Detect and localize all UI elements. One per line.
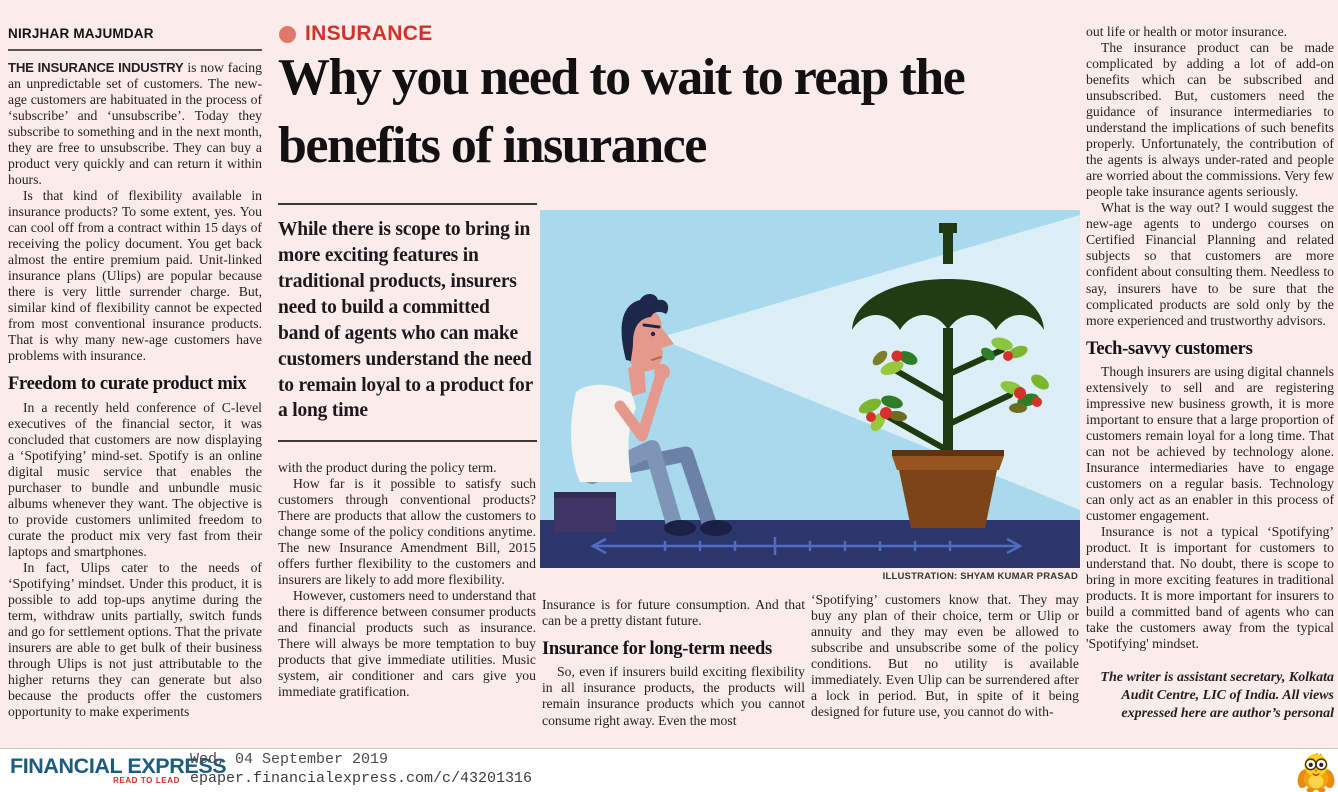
lead-in-text: THE INSURANCE INDUSTRY [8, 59, 184, 75]
paragraph: Though insurers are using digital channe… [1086, 363, 1334, 524]
paragraph: The insurance product can be made compli… [1086, 40, 1334, 200]
umbrella-canopy [852, 279, 1044, 330]
section-header: INSURANCE [279, 22, 433, 46]
paragraph: How far is it possible to satisfy such c… [278, 476, 536, 588]
column-1: NIRJHAR MAJUMDAR THE INSURANCE INDUSTRY … [8, 26, 262, 720]
paragraph: So, even if insurers build exciting flex… [542, 664, 805, 728]
subhead-freedom-to-curate: Freedom to curate product mix [8, 374, 247, 395]
column-4: ‘Spotifying’ customers know that. They m… [811, 592, 1079, 720]
epaper-footer: FINANCIAL EXPRESS READ TO LEAD Wed, 04 S… [0, 748, 1338, 792]
umbrella-plant-illustration [852, 223, 1049, 528]
paragraph: In a recently held conference of C-level… [8, 399, 262, 559]
standfirst: While there is scope to bring in more ex… [278, 203, 537, 443]
paragraph: with the product during the policy term. [278, 460, 497, 475]
paragraph: What is the way out? I would suggest the… [1086, 200, 1334, 328]
paragraph: ‘Spotifying’ customers know that. They m… [811, 592, 1079, 720]
column-2: with the product during the policy term.… [278, 460, 536, 700]
leaf-cluster [981, 337, 1028, 361]
paragraph: out life or health or motor insurance. [1086, 24, 1288, 39]
paragraph: Is that kind of flexibility available in… [8, 188, 262, 364]
timeline-arrow [590, 537, 1023, 555]
paragraph-text: is now facing an unpredictable set of cu… [8, 59, 262, 187]
column-3: Insurance is for future consumption. And… [542, 597, 805, 729]
footer-meta: Wed, 04 September 2019 epaper.financiale… [190, 751, 532, 789]
section-bullet-icon [279, 25, 296, 43]
paragraph: THE INSURANCE INDUSTRY is now facing an … [8, 60, 262, 188]
owl-mascot-icon[interactable] [1296, 752, 1336, 792]
column-5: out life or health or motor insurance. T… [1086, 24, 1334, 723]
subhead-long-term-needs: Insurance for long-term needs [542, 639, 772, 660]
financial-express-logo[interactable]: FINANCIAL EXPRESS READ TO LEAD [10, 754, 227, 785]
edition-date: Wed, 04 September 2019 [190, 751, 389, 768]
author-bio: The writer is assistant secretary, Kolka… [1100, 669, 1334, 721]
illustration-svg [540, 210, 1080, 568]
byline-rule [8, 48, 262, 51]
leaf-cluster [872, 350, 918, 375]
section-label: INSURANCE [305, 22, 433, 45]
pot-body [899, 470, 997, 528]
leaf-cluster [858, 395, 907, 432]
author-byline: NIRJHAR MAJUMDAR [8, 26, 154, 41]
logo-tagline: READ TO LEAD [112, 776, 180, 785]
paragraph: In fact, Ulips cater to the needs of ‘Sp… [8, 560, 262, 720]
epaper-url-link[interactable]: epaper.financialexpress.com/c/43201316 [190, 769, 533, 787]
subhead-tech-savvy: Tech-savvy customers [1086, 338, 1253, 359]
article-illustration [540, 210, 1080, 568]
pot-rim [892, 456, 1004, 470]
illustration-credit: ILLUSTRATION: SHYAM KUMAR PRASAD [882, 571, 1078, 582]
paragraph: However, customers need to understand th… [278, 588, 536, 700]
paragraph: Insurance is for future consumption. And… [542, 597, 805, 629]
seated-man-illustration [554, 294, 732, 536]
paragraph: Insurance is not a typical ‘Spotifying’ … [1086, 524, 1334, 652]
leaf-cluster [1000, 374, 1049, 413]
article-headline: Why you need to wait to reap the benefit… [278, 49, 966, 174]
